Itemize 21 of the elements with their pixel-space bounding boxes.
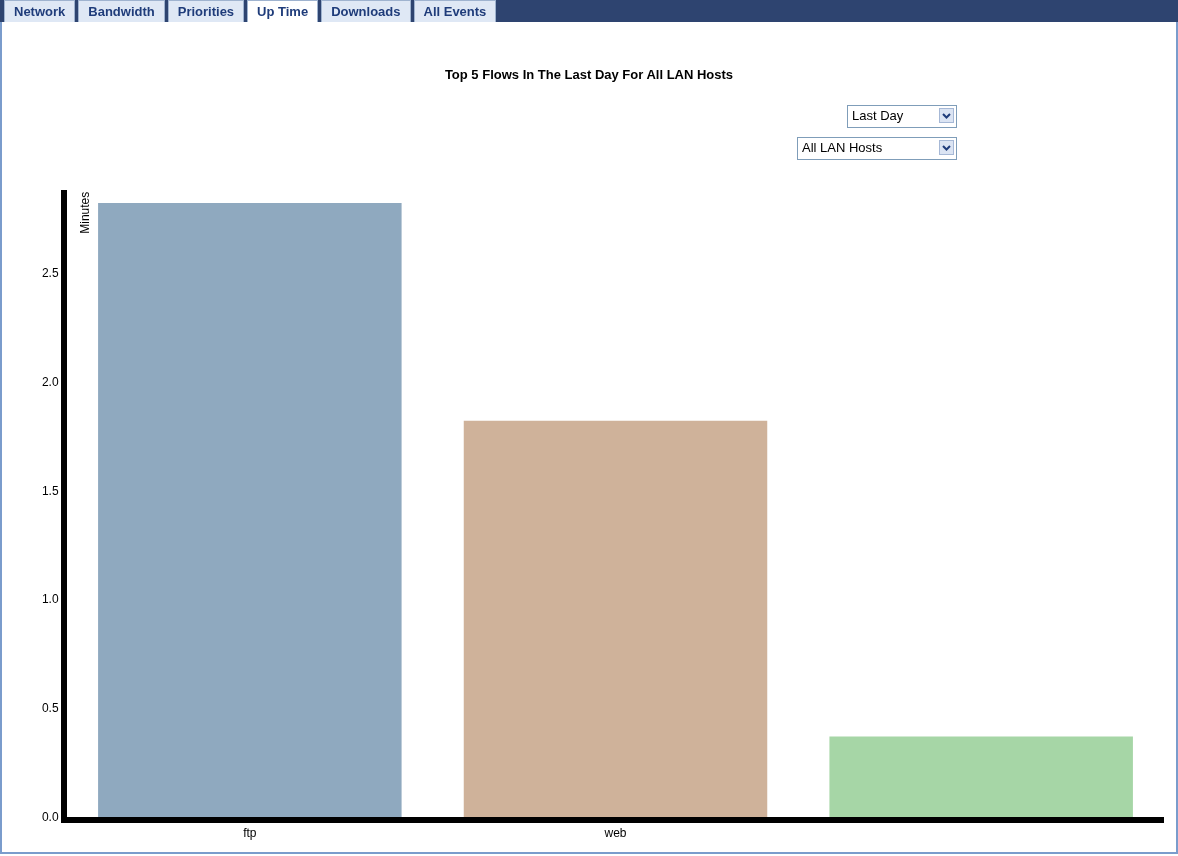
bar <box>463 420 768 817</box>
y-tick-label: 2.0 <box>41 374 59 389</box>
y-tick-label: 1.0 <box>41 592 59 607</box>
text: All Events <box>413 0 497 22</box>
text: Last Day <box>852 108 904 123</box>
text: All LAN Hosts <box>802 140 883 155</box>
bar <box>829 736 1133 817</box>
y-axis-title: Minutes <box>77 191 92 234</box>
bar <box>98 203 402 817</box>
y-tick-label: 1.5 <box>41 483 59 498</box>
y-tick-label: 0.0 <box>41 810 59 825</box>
text: Priorities <box>167 0 245 22</box>
text: Downloads <box>321 0 411 22</box>
text: Up Time <box>247 0 319 22</box>
y-tick-label: 0.5 <box>41 701 59 716</box>
text: Network <box>4 0 76 22</box>
text: Bandwidth <box>78 0 165 22</box>
x-tick-label: ftp <box>243 826 257 841</box>
x-tick-label: web <box>603 826 627 841</box>
chart-title: Top 5 Flows In The Last Day For All LAN Hosts <box>444 67 734 83</box>
y-tick-label: 2.5 <box>41 265 59 280</box>
